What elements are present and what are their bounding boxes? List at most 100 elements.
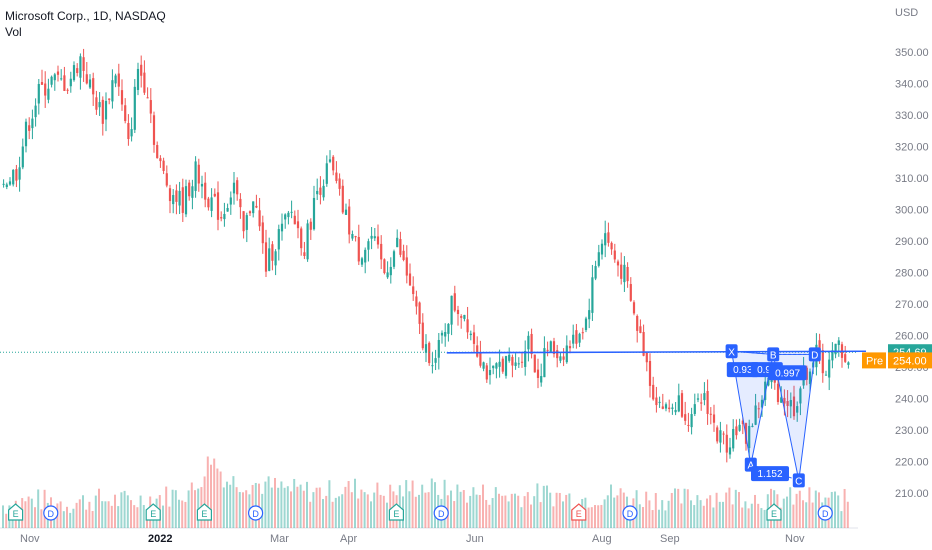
volume-bar [328,480,331,528]
volume-bar [501,495,504,528]
candle-body [364,249,367,263]
volume-bar [334,497,337,528]
volume-bar [206,456,209,528]
dividend-event-icon[interactable] [248,505,264,521]
candle-body [47,88,50,100]
volume-bar [290,491,292,528]
candle-body [156,145,159,159]
candle-body [760,399,764,408]
y-tick-label: 330.00 [895,110,929,122]
volume-bar [2,505,4,528]
earnings-event-icon[interactable] [388,503,404,521]
premarket-price-label: 254.00 [893,355,927,367]
candle-body [376,236,380,245]
pattern-point-label: C [795,476,802,487]
volume-bar [805,502,808,528]
candle-body [527,335,530,350]
candle-body [341,185,344,213]
candle-body [703,393,706,401]
pattern-point-marker[interactable] [792,473,805,488]
volume-bar [466,502,468,528]
candle-body [517,363,520,365]
candle-body [104,100,108,120]
volume-bar [514,493,516,528]
pattern-ratio-box [768,365,807,381]
volume-bar [482,484,484,528]
candle-body [440,332,444,336]
volume-bar [338,496,340,528]
volume-bar [686,489,689,528]
volume-bar [696,495,699,528]
candle-body [248,211,252,214]
volume-bar [405,480,408,528]
dividend-event-icon[interactable] [433,505,449,521]
volume-bar [757,503,760,528]
y-tick-label: 210.00 [895,488,929,500]
volume-bar [594,505,596,528]
candle-body [69,78,72,87]
volume-bar [658,509,660,528]
earnings-event-icon[interactable] [8,503,24,521]
dividend-event-icon[interactable] [43,505,59,521]
volume-bar [226,481,228,528]
pattern-point-marker[interactable] [767,347,780,362]
volume-bar [312,492,315,528]
candle-body [524,350,527,367]
pattern-point-label: B [770,350,777,361]
pattern-point-marker[interactable] [725,344,738,359]
candle-body [767,377,770,386]
volume-bar [126,495,129,528]
volume-bar [552,506,555,528]
candle-body [562,356,565,360]
candle-body [847,362,850,365]
event-label: D [438,509,445,519]
candle-body [764,381,767,400]
candle-body [418,302,421,324]
dividend-event-icon[interactable] [817,505,833,521]
earnings-event-icon[interactable] [196,503,212,521]
volume-bar [565,494,568,528]
volume-bar [498,493,500,528]
volume-bar [325,495,328,528]
volume-bar [728,487,731,528]
candle-body [565,345,568,363]
volume-bar [600,504,603,528]
candle-body [600,243,604,255]
candle-body [181,187,184,213]
candle-body [498,361,501,367]
candle-body [360,258,364,265]
candle-body [664,404,668,409]
earnings-event-icon[interactable] [145,503,161,521]
volume-bar [283,487,286,528]
volume-bar [85,509,88,528]
event-label: E [150,509,156,519]
candle-body [668,407,671,409]
x-tick-label: Sep [660,533,680,545]
candle-body [18,167,21,180]
volume-bar [619,488,622,528]
candle-body [780,397,783,403]
y-tick-label: 260.00 [895,331,929,343]
volume-bar [24,501,27,528]
candle-body [405,257,408,276]
candle-body [546,349,549,351]
x-tick-label: Mar [270,533,289,545]
volume-bar [725,492,728,528]
candle-body [696,398,700,400]
earnings-event-icon[interactable] [571,503,587,521]
volume-bar [549,492,552,528]
volume-bar [274,477,276,528]
candle-body [28,125,31,131]
volume-bar [491,498,494,528]
volume-bar [475,494,478,528]
volume-bar [104,501,107,528]
earnings-event-icon[interactable] [766,503,782,521]
volume-bar [357,498,360,528]
candle-body [591,277,594,313]
candle-body [572,334,575,344]
pattern-point-marker[interactable] [808,347,821,362]
candle-body [748,425,751,449]
dividend-event-icon[interactable] [622,505,638,521]
candle-body [658,401,661,403]
